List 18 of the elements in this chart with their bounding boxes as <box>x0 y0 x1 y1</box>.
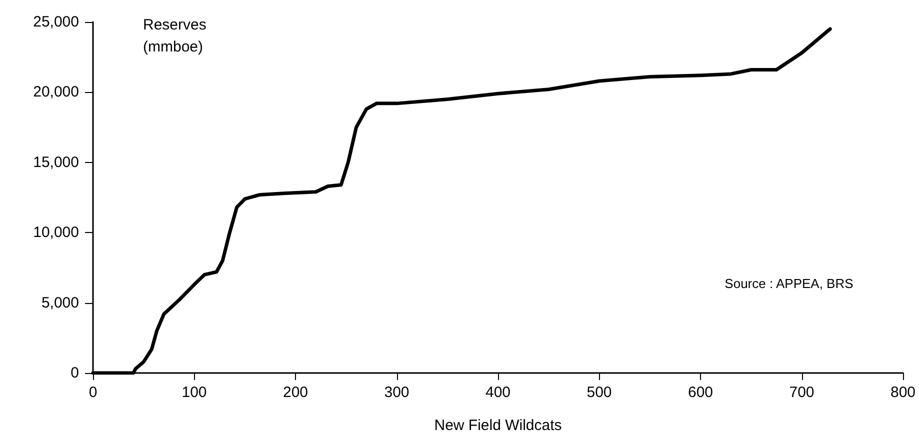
annotation: Source : APPEA, BRS <box>724 276 854 291</box>
x-tick-label: 0 <box>88 384 98 401</box>
x-tick-label: 400 <box>485 384 511 401</box>
x-tick-label: 100 <box>182 384 207 401</box>
y-tick-label: 25,000 <box>33 14 79 30</box>
y-tick-label: 0 <box>70 364 79 382</box>
y-tick-label: 20,000 <box>33 84 79 101</box>
x-tick-label: 600 <box>688 384 714 401</box>
y-axis-title: Reserves (mmboe) <box>143 16 206 56</box>
x-tick-label: 200 <box>282 384 308 401</box>
y-tick-label: 10,000 <box>33 224 79 242</box>
x-tick-label: 700 <box>789 384 814 401</box>
y-tick-label: 5,000 <box>41 294 79 312</box>
y-tick-label: 15,000 <box>33 154 79 171</box>
x-tick-label: 800 <box>890 384 916 401</box>
x-axis-title: New Field Wildcats <box>434 417 562 434</box>
x-tick-label: 500 <box>586 384 612 401</box>
x-tick-label: 300 <box>384 384 410 401</box>
